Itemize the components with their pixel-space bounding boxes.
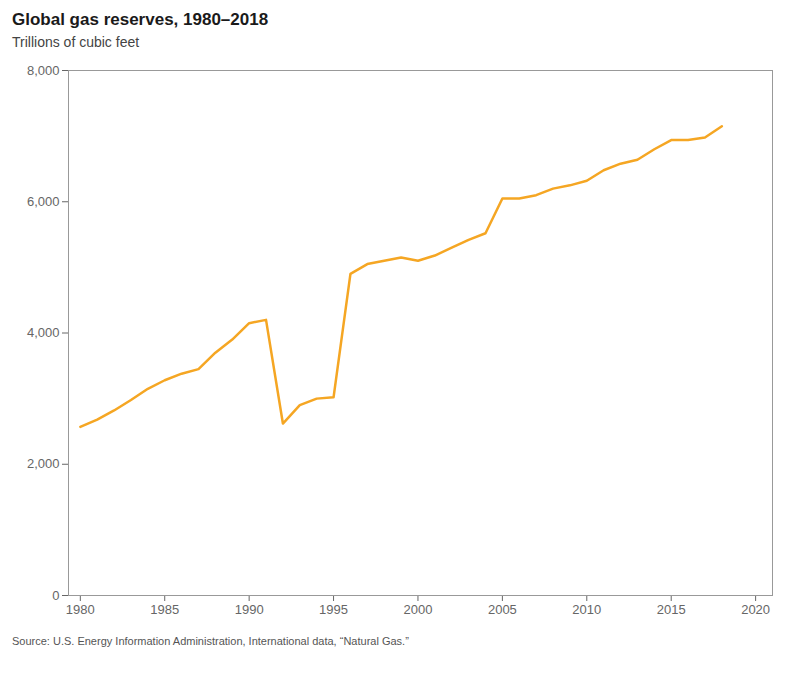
html-text:Source: U.S. Energy Informatio: Source: U.S. Energy Information Administ… xyxy=(12,635,409,647)
svg-text:1985: 1985 xyxy=(150,602,179,617)
svg-text:2015: 2015 xyxy=(657,602,686,617)
svg-text:4,000: 4,000 xyxy=(27,325,60,340)
svg-text:2020: 2020 xyxy=(741,602,770,617)
html-text:Trillions of cubic feet: Trillions of cubic feet xyxy=(12,34,140,50)
svg-text:2000: 2000 xyxy=(404,602,433,617)
html-text:Global gas reserves, 1980–2018: Global gas reserves, 1980–2018 xyxy=(12,10,269,29)
svg-text:1990: 1990 xyxy=(235,602,264,617)
svg-text:1995: 1995 xyxy=(319,602,348,617)
svg-text:2010: 2010 xyxy=(572,602,601,617)
svg-text:1980: 1980 xyxy=(66,602,95,617)
svg-text:8,000: 8,000 xyxy=(27,63,60,78)
svg-text:6,000: 6,000 xyxy=(27,194,60,209)
svg-text:2,000: 2,000 xyxy=(27,456,60,471)
svg-text:2005: 2005 xyxy=(488,602,517,617)
svg-text:0: 0 xyxy=(52,588,59,603)
